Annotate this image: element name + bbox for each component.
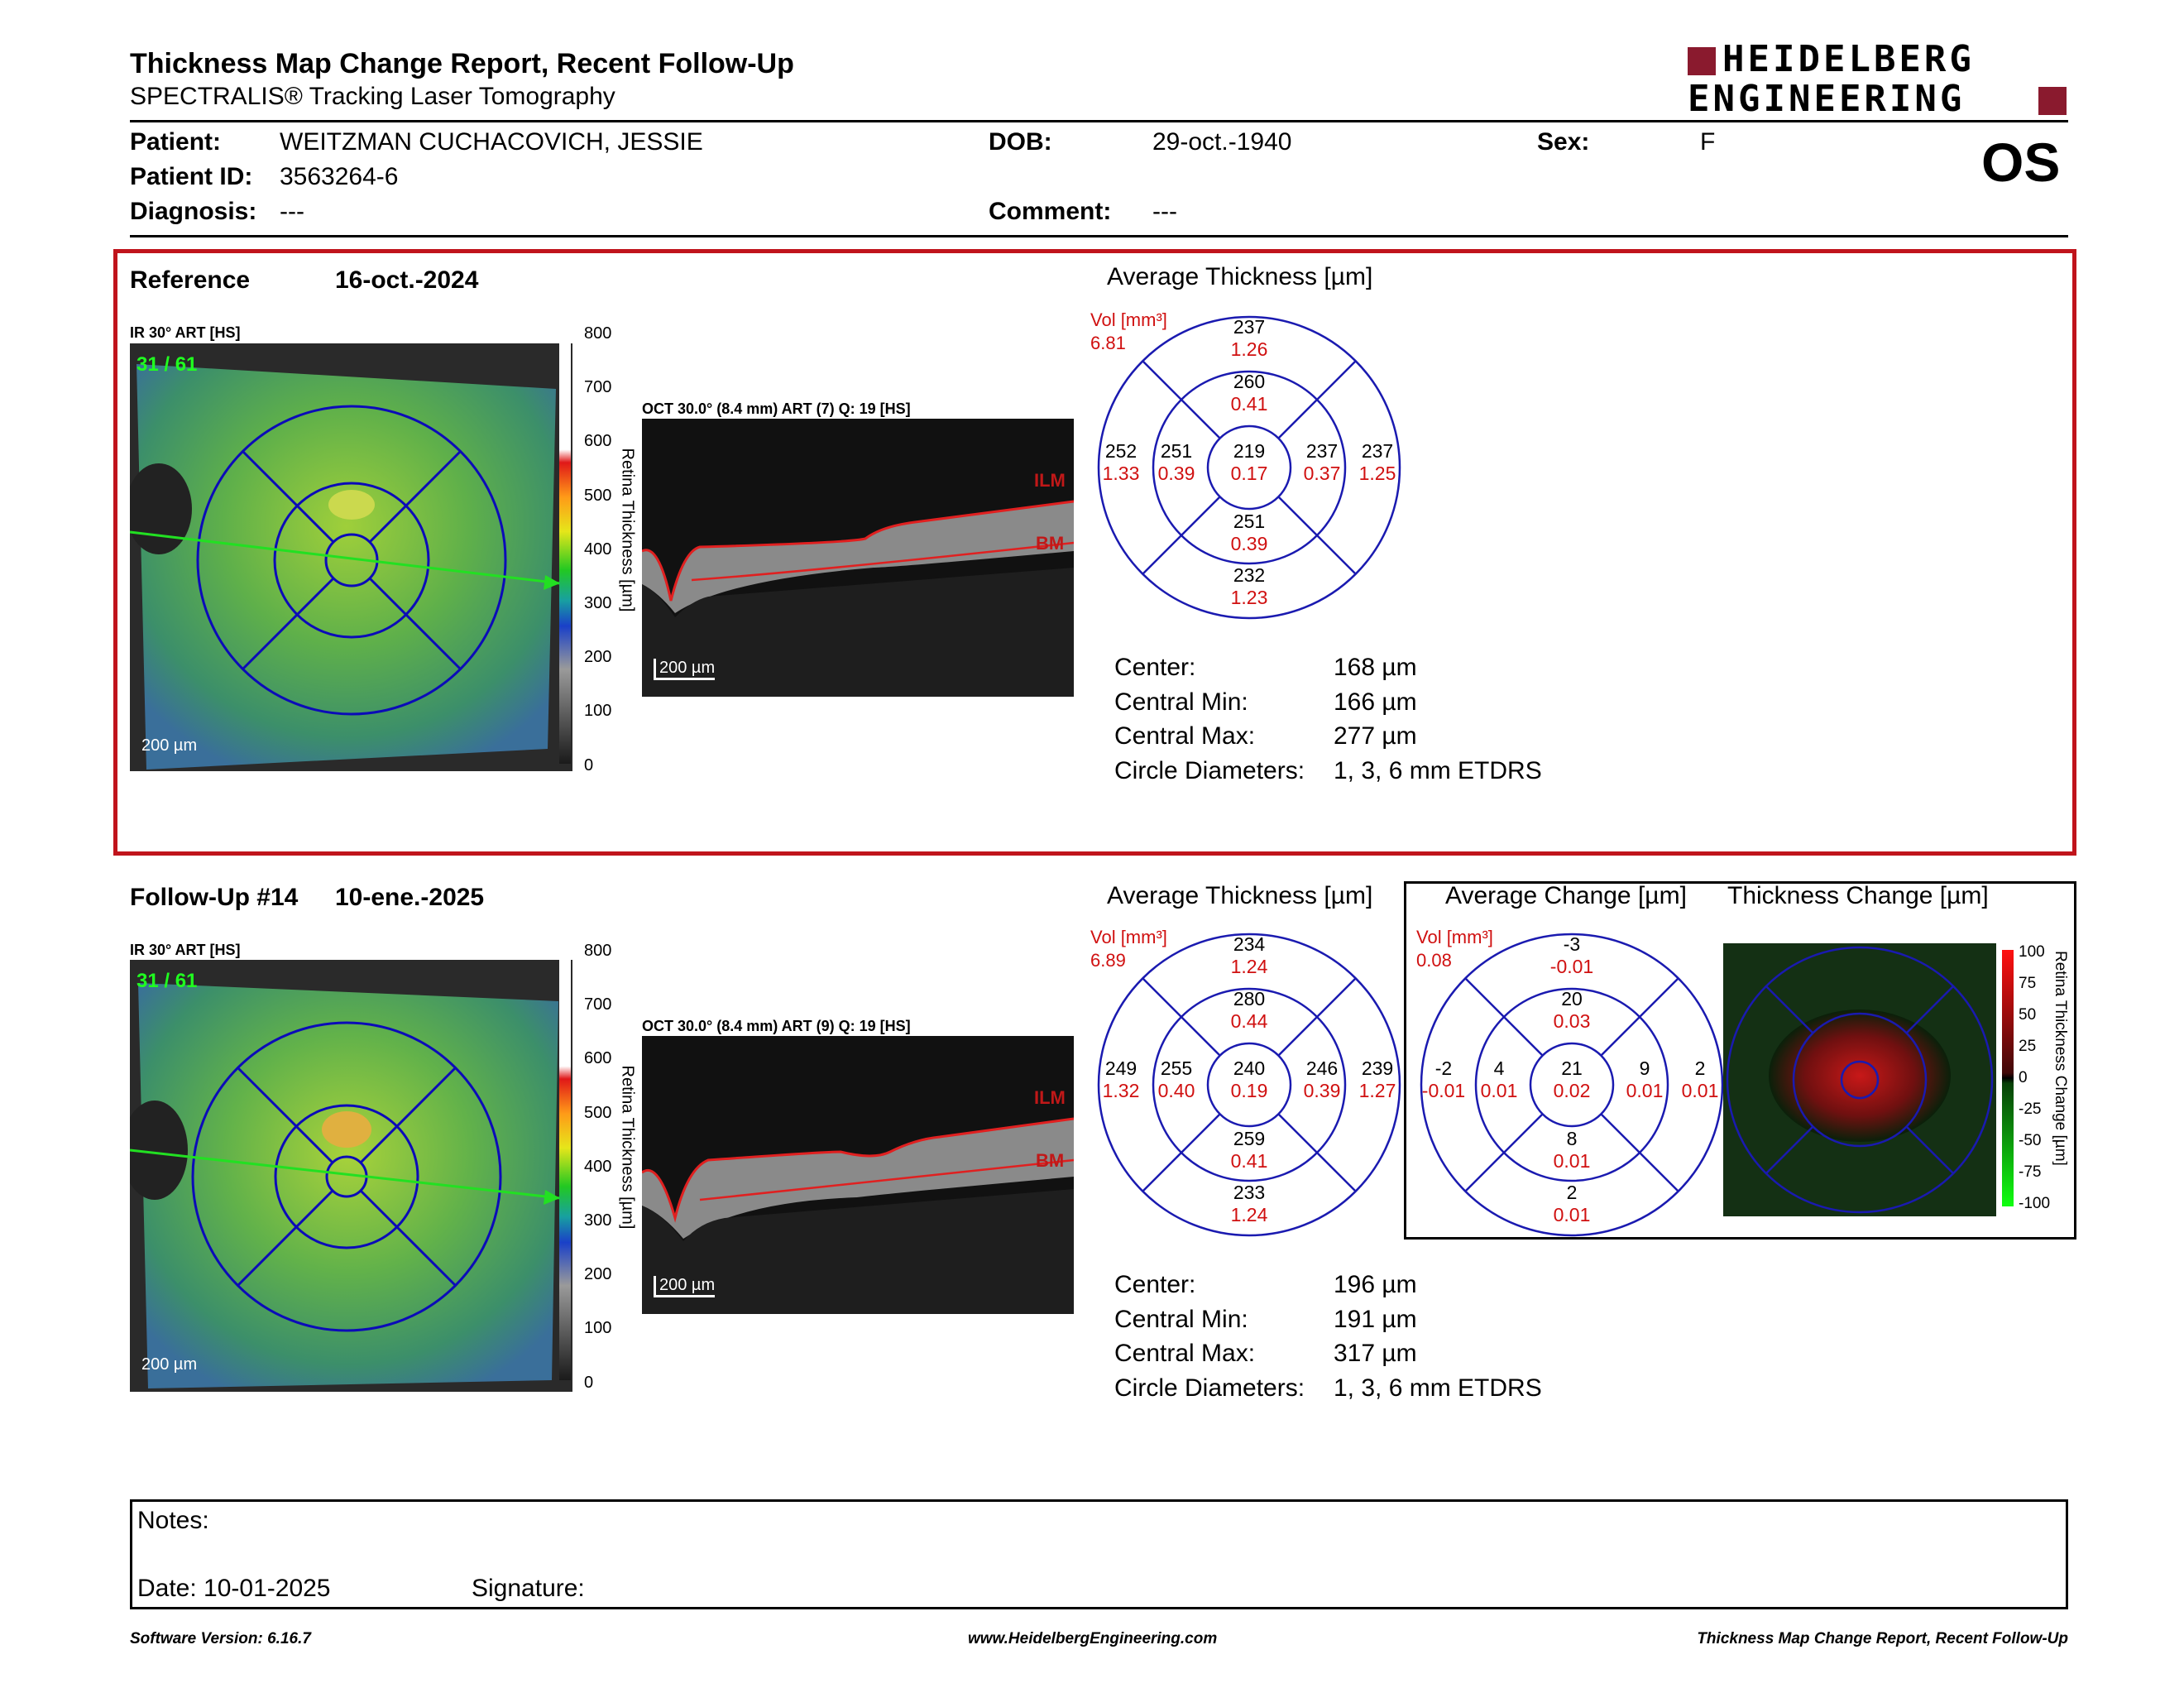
followup-stats: Center: Central Min: Central Max: Circle Di…	[1114, 1271, 1305, 1402]
logo-line2: ENGINEERING	[1688, 78, 1966, 120]
thickness-colorbar	[559, 333, 571, 764]
thickness-change-map	[1723, 943, 1996, 1216]
report-subtitle: SPECTRALIS® Tracking Laser Tomography	[130, 83, 615, 110]
vol-total: 6.81	[1090, 333, 1126, 353]
bm-label: BM	[1036, 533, 1065, 554]
frame-counter: 31 / 61	[136, 353, 198, 376]
scale-bar-label: 200 µm	[141, 1355, 198, 1374]
followup-label: Follow-Up #14	[130, 884, 299, 911]
oct-bscan: ILM BM 200 µm	[642, 419, 1074, 697]
etdrs-grid	[1097, 933, 1401, 1237]
avg-change-title: Average Change [µm]	[1445, 882, 1687, 909]
thickness-colorbar	[559, 950, 571, 1380]
website-link[interactable]: www.HeidelbergEngineering.com	[968, 1630, 1218, 1647]
etdrs-change-values: -3 -0.01 20 0.03 -2 -0.01 4 0.01 21 0.02 9 0.0…	[1421, 933, 1719, 1225]
date-label: Date: 10-01-2025	[137, 1575, 331, 1602]
patient-id: 3563264-6	[280, 163, 399, 190]
comment-label: Comment:	[989, 198, 1112, 225]
ir-label: IR 30° ART [HS]	[130, 942, 241, 958]
vol-label: Vol [mm³]	[1090, 309, 1167, 330]
sex-label: Sex:	[1537, 128, 1590, 156]
change-colorbar	[2002, 950, 2014, 1206]
footer-report-name: Thickness Map Change Report, Recent Foll…	[1697, 1630, 2068, 1647]
avg-thickness-title: Average Thickness [µm]	[1107, 882, 1373, 909]
oct-bscan: ILM BM 200 µm	[642, 1036, 1074, 1314]
frame-counter: 31 / 61	[136, 970, 198, 992]
diagnosis-label: Diagnosis:	[130, 198, 257, 225]
logo-square-icon	[2038, 87, 2067, 115]
thickness-change-title: Thickness Change [µm]	[1727, 882, 1989, 909]
patient-id-label: Patient ID:	[130, 163, 253, 190]
patient-name: WEITZMAN CUCHACOVICH, JESSIE	[280, 128, 703, 156]
oct-scale-bar: 200 µm	[654, 1276, 716, 1297]
avg-thickness-title: Average Thickness [µm]	[1107, 263, 1373, 290]
ilm-label: ILM	[1034, 470, 1066, 491]
change-panel	[1404, 881, 2076, 1240]
patient-label: Patient:	[130, 128, 222, 156]
reference-panel	[113, 249, 2076, 856]
vol-label: Vol [mm³]	[1090, 927, 1167, 947]
ir-label: IR 30° ART [HS]	[130, 324, 241, 341]
vol-label: Vol [mm³]	[1416, 927, 1493, 947]
oct-label: OCT 30.0° (8.4 mm) ART (7) Q: 19 [HS]	[642, 400, 911, 417]
scale-bar-label: 200 µm	[141, 736, 198, 755]
etdrs-grid	[1420, 933, 1724, 1237]
dob-value: 29-oct.-1940	[1152, 128, 1292, 156]
diagnosis-value: ---	[280, 198, 304, 225]
reference-label: Reference	[130, 266, 251, 294]
followup-stat-values: 196 µm 191 µm 317 µm 1, 3, 6 mm ETDRS	[1334, 1271, 1542, 1402]
reference-stats: Center: Central Min: Central Max: Circle Di…	[1114, 654, 1305, 784]
reference-date: 16-oct.-2024	[335, 266, 479, 294]
sex-value: F	[1700, 128, 1716, 156]
notes-box[interactable]: Notes: Date: 10-01-2025 Signature:	[130, 1499, 2068, 1609]
notes-label: Notes:	[137, 1507, 209, 1534]
reference-stat-values: 168 µm 166 µm 277 µm 1, 3, 6 mm ETDRS	[1334, 654, 1542, 784]
fundus-thickness-map: 31 / 61 200 µm	[130, 343, 572, 771]
software-version: Software Version: 6.16.7	[130, 1630, 311, 1647]
fundus-thickness-map: 31 / 61 200 µm	[130, 960, 572, 1392]
oct-scale-bar: 200 µm	[654, 659, 716, 680]
oct-label: OCT 30.0° (8.4 mm) ART (9) Q: 19 [HS]	[642, 1018, 911, 1034]
eye-label: OS	[1981, 132, 2061, 193]
ilm-label: ILM	[1034, 1087, 1066, 1108]
colorbar-ticks: 800 700 600 500 400 300 200 100 0	[584, 324, 612, 774]
followup-date: 10-ene.-2025	[335, 884, 485, 911]
comment-value: ---	[1152, 198, 1177, 225]
logo-square-icon	[1688, 47, 1716, 75]
bm-label: BM	[1036, 1150, 1065, 1171]
colorbar-title: Retina Thickness [µm]	[618, 1065, 637, 1230]
dob-label: DOB:	[989, 128, 1052, 156]
report-title: Thickness Map Change Report, Recent Foll…	[130, 48, 794, 79]
colorbar-title: Retina Thickness [µm]	[618, 448, 637, 612]
etdrs-values: 234 1.24 280 0.44 249 1.32 255 0.40 240 0.19 …	[1102, 933, 1396, 1225]
vol-total: 6.89	[1090, 950, 1126, 971]
change-colorbar-title: Retina Thickness Change [µm]	[2052, 951, 2069, 1166]
colorbar-ticks: 800 700 600 500 400 300 200 100 0	[584, 942, 612, 1392]
heidelberg-logo: HEIDELBERG ENGINEERING	[1688, 38, 2068, 120]
vol-total: 0.08	[1416, 950, 1452, 971]
etdrs-grid	[1097, 315, 1401, 620]
signature-label: Signature:	[472, 1575, 585, 1602]
etdrs-values: 237 1.26 260 0.41 252 1.33 251 0.39 219 0.17 …	[1102, 316, 1396, 608]
logo-line1: HEIDELBERG	[1722, 38, 1975, 80]
change-colorbar-ticks: 100 75 50 25 0 -25 -50 -75 -100	[2019, 943, 2051, 1212]
